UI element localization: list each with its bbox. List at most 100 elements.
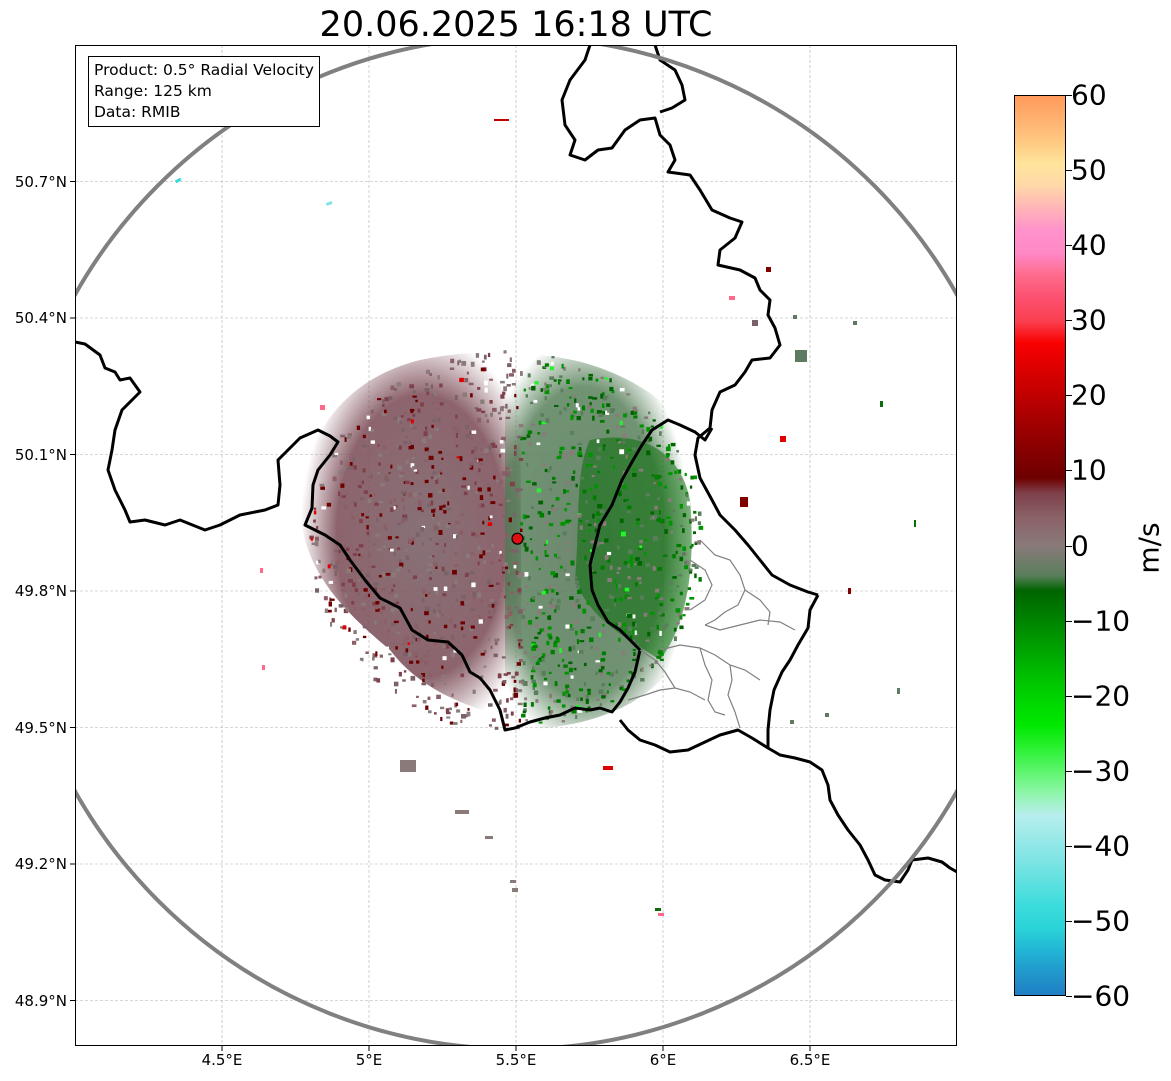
echo-pixel	[386, 629, 391, 633]
echo-pixel	[344, 458, 349, 461]
echo-pixel	[470, 608, 475, 612]
echo-pixel	[598, 447, 601, 452]
echo-pixel	[334, 607, 337, 613]
echo-pixel	[490, 442, 496, 446]
echo-pixel	[471, 450, 475, 454]
echo-pixel	[538, 420, 542, 425]
echo-pixel	[622, 433, 627, 439]
echo-pixel	[369, 494, 372, 497]
echo-pixel	[522, 710, 526, 714]
echo-pixel	[670, 598, 675, 602]
echo-pixel	[393, 497, 397, 502]
echo-pixel	[405, 648, 409, 654]
echo-pixel	[314, 541, 319, 547]
echo-pixel	[694, 542, 698, 545]
echo-pixel	[428, 620, 431, 624]
echo-pixel	[448, 707, 452, 711]
echo-pixel	[509, 591, 515, 595]
echo-pixel	[532, 682, 537, 688]
echo-pixel	[560, 388, 564, 393]
echo-pixel	[679, 591, 683, 596]
echo-pixel	[543, 387, 547, 392]
echo-pixel	[685, 602, 690, 606]
echo-pixel	[352, 457, 356, 462]
echo-pixel	[616, 425, 620, 429]
echo-pixel	[437, 521, 441, 527]
echo-pixel	[311, 542, 317, 545]
echo-pixel	[590, 408, 594, 413]
echo-pixel	[674, 470, 677, 474]
echo-pixel	[475, 491, 478, 494]
echo-pixel	[589, 464, 594, 467]
echo-pixel	[384, 619, 387, 624]
echo-pixel	[548, 470, 551, 473]
echo-pixel	[488, 516, 491, 521]
echo-pixel	[575, 598, 580, 603]
echo-pixel	[552, 476, 556, 480]
echo-pixel	[692, 475, 697, 480]
echo-pixel	[347, 433, 352, 437]
echo-pixel	[500, 394, 505, 399]
radar-echo-field	[300, 350, 705, 730]
echo-pixel	[619, 518, 624, 523]
echo-pixel	[557, 664, 560, 667]
echo-pixel	[410, 463, 415, 468]
echo-pixel	[421, 682, 427, 686]
echo-pixel	[361, 607, 366, 611]
echo-pixel	[424, 388, 430, 392]
echo-pixel	[572, 645, 576, 651]
echo-pixel	[537, 511, 542, 515]
echo-pixel	[497, 411, 501, 415]
echo-pixel	[628, 560, 633, 564]
echo-pixel	[358, 553, 361, 557]
echo-pixel	[624, 498, 629, 501]
info-data-source: Data: RMIB	[94, 103, 181, 121]
echo-pixel	[518, 591, 522, 595]
echo-pixel	[428, 577, 432, 581]
echo-pixel	[498, 694, 504, 700]
echo-pixel	[659, 510, 661, 515]
echo-pixel	[496, 479, 500, 483]
echo-pixel	[685, 559, 688, 563]
echo-pixel	[313, 507, 317, 510]
echo-pixel	[610, 700, 615, 703]
echo-pixel	[477, 487, 482, 492]
echo-pixel	[657, 567, 662, 571]
echo-pixel	[430, 476, 434, 479]
echo-pixel	[360, 497, 364, 500]
echo-pixel	[568, 667, 573, 673]
echo-pixel	[437, 375, 440, 380]
info-product: Product: 0.5° Radial Velocity	[94, 61, 314, 79]
echo-pixel	[581, 539, 586, 542]
echo-pixel	[461, 485, 466, 488]
echo-pixel	[347, 579, 353, 583]
echo-pixel	[434, 475, 437, 480]
echo-pixel	[417, 408, 421, 413]
echo-pixel	[432, 516, 435, 520]
echo-pixel	[371, 565, 376, 568]
echo-pixel	[351, 514, 355, 520]
colorbar-tick	[1066, 320, 1072, 322]
echo-pixel	[371, 409, 374, 414]
echo-pixel	[638, 468, 644, 472]
echo-pixel	[659, 597, 663, 600]
echo-pixel	[468, 463, 472, 468]
echo-pixel	[506, 672, 511, 675]
echo-pixel	[579, 525, 583, 530]
echo-pixel	[650, 611, 655, 615]
echo-pixel	[632, 648, 636, 652]
echo-pixel	[648, 436, 653, 442]
echo-pixel	[571, 395, 576, 398]
echo-pixel	[403, 670, 407, 673]
echo-pixel	[489, 439, 494, 443]
echo-pixel	[525, 394, 528, 398]
echo-pixel	[347, 434, 352, 440]
echo-pixel	[672, 576, 677, 579]
echo-pixel	[389, 499, 393, 505]
echo-pixel	[571, 412, 574, 415]
echo-pixel	[396, 568, 401, 572]
echo-pixel	[634, 630, 637, 635]
echo-pixel	[526, 621, 529, 627]
info-range: Range: 125 km	[94, 82, 212, 100]
country-border-be-de	[560, 45, 819, 597]
